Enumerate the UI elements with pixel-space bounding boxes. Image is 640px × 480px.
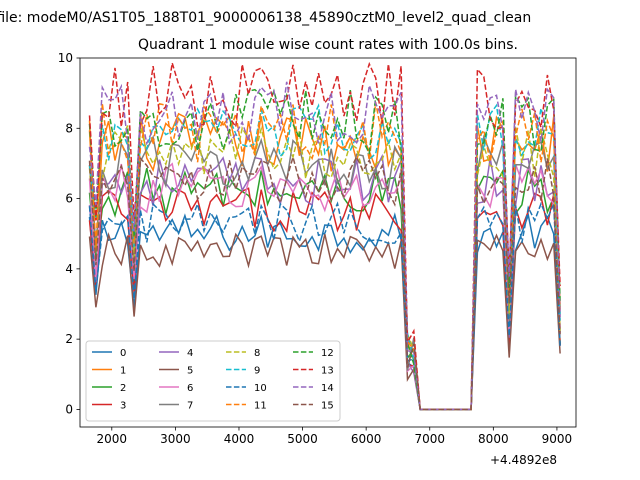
figure-suptitle: n file: modeM0/AS1T05_188T01_9000006138_… [0,10,532,26]
x-tick-label: 3000 [160,432,191,446]
legend-label-4: 4 [187,348,193,359]
y-tick-label: 4 [65,262,73,276]
y-tick-label: 6 [65,192,73,206]
series-line-4 [88,153,561,411]
series-line-0 [88,212,561,411]
legend-label-0: 0 [120,348,126,359]
series-line-10 [88,201,561,411]
series-line-15 [88,154,561,411]
x-tick-label: 5000 [287,432,318,446]
series-line-9 [88,103,561,411]
legend-label-10: 10 [254,383,267,394]
series-line-2 [88,166,561,411]
legend-label-5: 5 [187,366,193,377]
legend-label-8: 8 [254,348,260,359]
legend-label-14: 14 [321,383,334,394]
legend-label-12: 12 [321,348,334,359]
x-tick-label: 7000 [414,432,445,446]
legend-label-2: 2 [120,383,126,394]
legend-label-6: 6 [187,383,193,394]
series-line-11 [88,102,561,411]
chart-title: Quadrant 1 module wise count rates with … [138,37,518,53]
legend-label-7: 7 [187,401,193,412]
legend-label-9: 9 [254,366,260,377]
x-tick-label: 6000 [351,432,382,446]
legend-box [85,340,341,422]
series-line-12 [88,88,561,411]
series-line-7 [88,134,561,411]
y-tick-label: 2 [65,332,73,346]
x-tick-label: 4000 [224,432,255,446]
plot-frame [79,57,577,428]
series-line-8 [88,125,561,411]
x-tick-label: 2000 [97,432,128,446]
x-tick-label: 8000 [478,432,509,446]
series-line-13 [88,61,561,411]
legend-label-15: 15 [321,401,334,412]
legend-label-11: 11 [254,401,267,412]
y-tick-label: 10 [58,51,73,65]
y-tick-label: 0 [65,402,73,416]
series-line-5 [88,231,561,411]
legend-label-3: 3 [120,401,126,412]
legend-label-1: 1 [120,366,126,377]
x-offset-label: +4.4892e8 [490,453,558,467]
x-tick-label: 9000 [542,432,573,446]
legend-label-13: 13 [321,366,334,377]
y-tick-label: 8 [65,121,73,135]
